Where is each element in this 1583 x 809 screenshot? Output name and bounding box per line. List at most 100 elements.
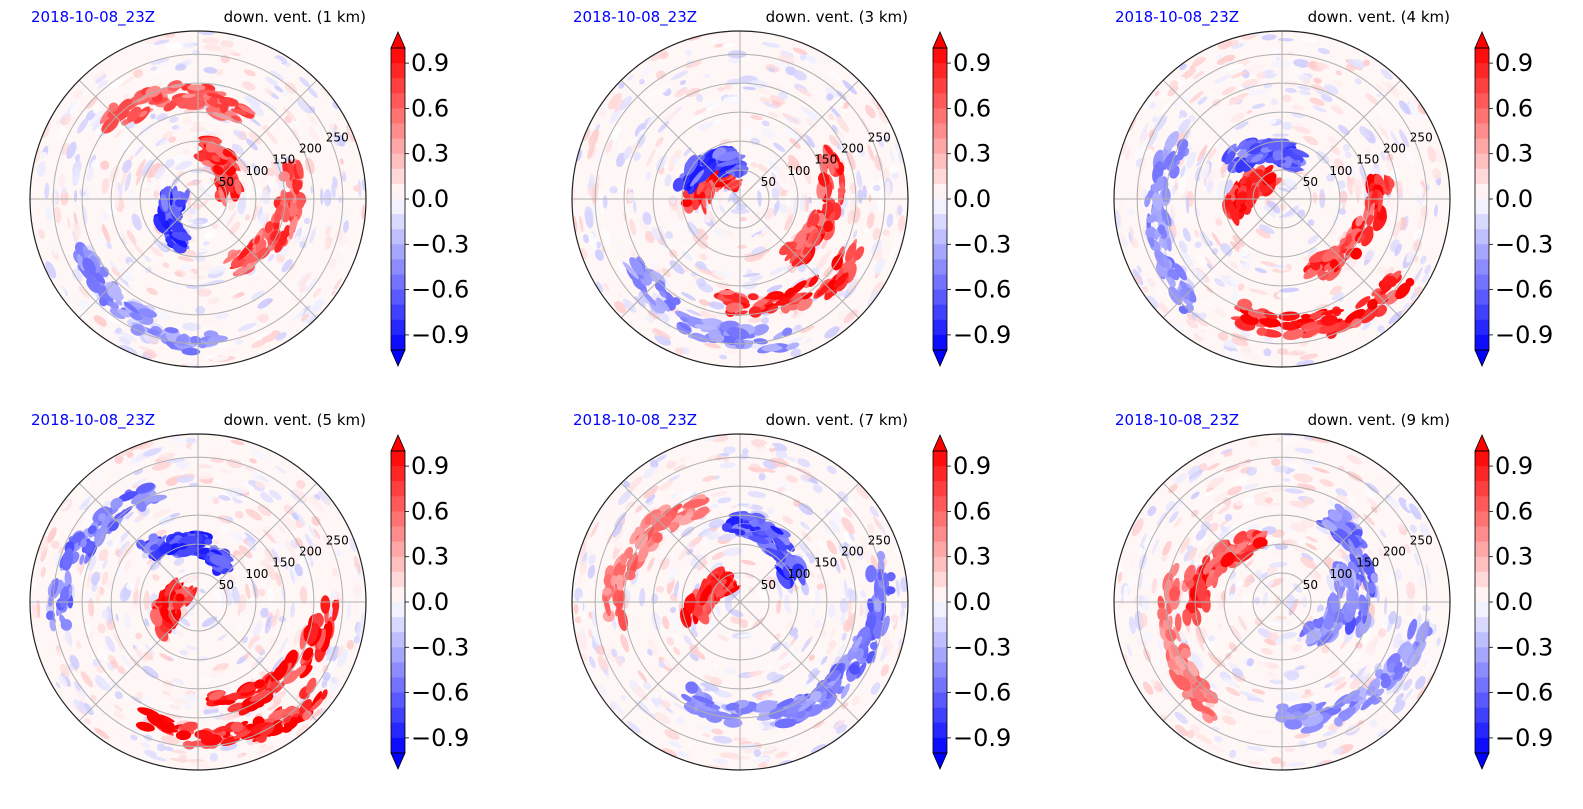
field-speckle [704, 342, 722, 349]
field-speckle [106, 662, 114, 671]
field-speckle [245, 583, 251, 600]
field-speckle [719, 354, 728, 360]
field-speckle [132, 243, 146, 257]
field-speckle [106, 605, 113, 624]
field-speckle [1365, 249, 1375, 261]
field-speckle [830, 512, 844, 526]
field-speckle [1309, 97, 1325, 107]
field-speckle [294, 537, 304, 548]
field-speckle [812, 720, 825, 729]
field-speckle [1372, 77, 1387, 90]
field-speckle [1398, 129, 1410, 148]
field-speckle [642, 65, 654, 76]
field-speckle [1169, 80, 1179, 90]
field-speckle [635, 618, 639, 629]
field-speckle [1297, 483, 1317, 491]
field-speckle [129, 283, 136, 290]
field-speckle [757, 163, 769, 174]
field-speckle [637, 670, 648, 683]
field-speckle [588, 132, 599, 148]
field-feature [848, 664, 861, 675]
field-speckle [767, 160, 780, 173]
field-speckle [299, 272, 312, 288]
field-feature [287, 158, 294, 178]
field-speckle [1254, 751, 1268, 758]
field-speckle [1385, 571, 1394, 585]
field-speckle [1223, 677, 1238, 688]
field-speckle [1140, 533, 1147, 547]
field-speckle [711, 434, 729, 443]
field-speckle [1240, 353, 1260, 360]
field-speckle [782, 516, 794, 525]
field-speckle [1121, 141, 1128, 156]
field-speckle [717, 86, 725, 92]
colorbar-segment [391, 571, 405, 588]
field-speckle [617, 261, 625, 273]
field-speckle [808, 668, 819, 679]
field-speckle [1264, 662, 1280, 670]
field-speckle [665, 231, 673, 240]
field-speckle [1312, 342, 1326, 348]
field-speckle [274, 85, 284, 93]
field-feature [208, 690, 225, 701]
field-speckle [323, 123, 335, 141]
field-feature [1320, 314, 1338, 326]
field-speckle [1262, 502, 1283, 507]
field-speckle [759, 97, 772, 104]
field-speckle [1241, 78, 1259, 88]
field-speckle [587, 143, 595, 160]
field-speckle [654, 711, 671, 725]
field-speckle [184, 270, 194, 274]
field-feature [673, 503, 683, 512]
field-layer [30, 435, 365, 769]
field-speckle [65, 255, 74, 266]
radial-tick-label: 50 [761, 175, 776, 189]
colorbar-segment [391, 93, 405, 109]
field-speckle [740, 619, 748, 629]
field-speckle [97, 623, 106, 634]
radial-tick-label: 100 [246, 164, 269, 178]
colorbar-tick-label: 0.0 [1495, 185, 1533, 213]
field-speckle [616, 141, 623, 152]
field-feature [671, 297, 681, 306]
field-feature [711, 578, 727, 595]
field-feature [149, 544, 159, 551]
field-speckle [353, 635, 360, 644]
field-speckle [1291, 112, 1305, 118]
field-speckle [161, 735, 180, 745]
field-speckle [117, 665, 126, 675]
field-feature [764, 547, 779, 558]
field-speckle [836, 116, 849, 133]
field-feature [293, 163, 301, 183]
field-speckle [806, 670, 821, 685]
field-speckle [1279, 202, 1286, 211]
field-speckle [308, 525, 317, 539]
field-speckle [704, 437, 719, 442]
chart-panel: 2018-10-08_23Z down. vent. (4 km) 50 100 150… [1084, 0, 1583, 404]
field-speckle [265, 526, 272, 533]
field-speckle [101, 571, 109, 586]
field-speckle [299, 284, 307, 294]
field-speckle [176, 460, 190, 470]
field-feature [823, 220, 834, 232]
field-speckle [93, 70, 106, 80]
field-speckle [212, 539, 220, 545]
chart-title: down. vent. (5 km) [223, 411, 366, 429]
field-speckle [757, 184, 764, 194]
field-speckle [868, 202, 874, 213]
field-speckle [251, 162, 258, 173]
field-speckle [50, 241, 57, 256]
field-speckle [251, 661, 259, 669]
field-speckle [360, 610, 365, 630]
field-speckle [320, 188, 324, 206]
field-speckle [711, 38, 718, 44]
colorbar-segment [391, 602, 405, 618]
field-speckle [680, 292, 697, 301]
field-speckle [730, 615, 743, 625]
field-speckle [1124, 149, 1131, 160]
grid-spoke [78, 601, 199, 722]
colorbar-extend-min [932, 349, 948, 367]
field-speckle [93, 321, 105, 331]
field-speckle [187, 223, 205, 231]
field-feature [1371, 288, 1382, 297]
